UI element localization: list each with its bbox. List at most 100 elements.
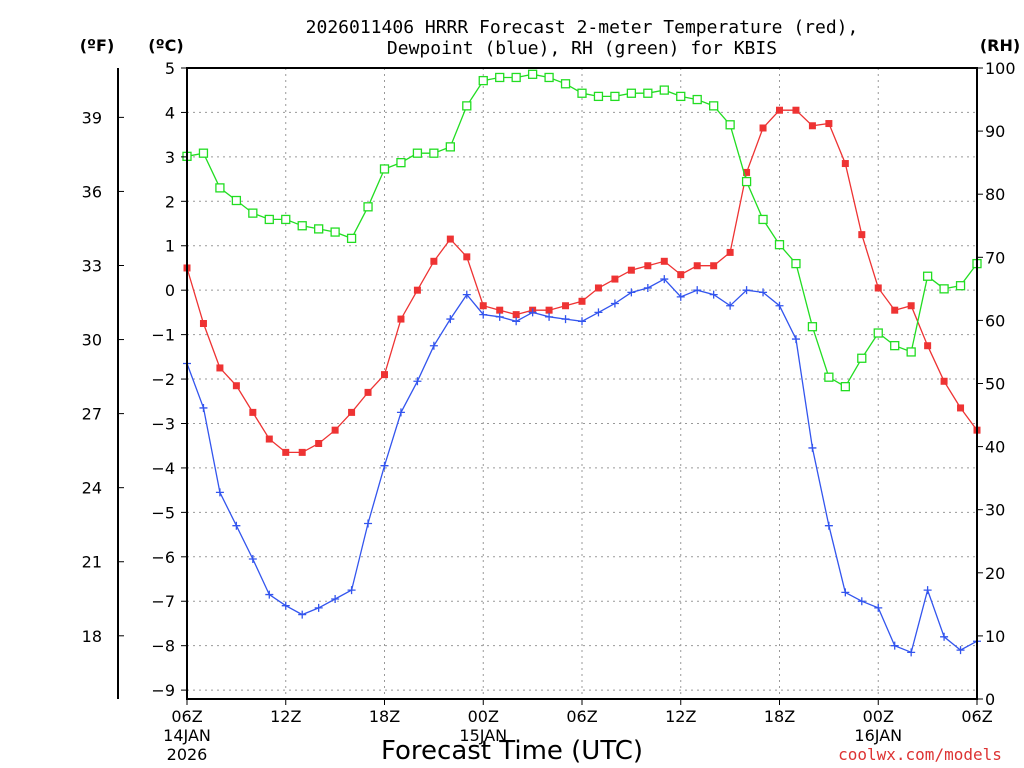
x-year-label: 2026 [167, 745, 208, 764]
rh-tick-label: 10 [985, 627, 1005, 646]
data-point [610, 299, 619, 308]
data-point [479, 310, 488, 319]
data-point [923, 586, 932, 595]
data-point [808, 122, 816, 130]
data-point [248, 208, 258, 218]
data-point [890, 641, 899, 650]
rh-tick-label: 60 [985, 311, 1005, 330]
celsius-tick-label: 3 [165, 148, 175, 167]
data-point [429, 341, 438, 350]
x-tick-label: 12Z [270, 707, 301, 726]
data-point [857, 597, 866, 606]
celsius-tick-label: 1 [165, 237, 175, 256]
watermark: coolwx.com/models [838, 745, 1002, 764]
series-2-meter-temperature [183, 106, 981, 456]
celsius-tick-label: 0 [165, 281, 175, 300]
rh-tick-label: 40 [985, 438, 1005, 457]
data-point [265, 435, 273, 443]
data-point [890, 340, 900, 351]
data-point [198, 148, 209, 158]
data-point [231, 195, 242, 206]
data-point [726, 301, 735, 310]
data-point [413, 377, 422, 386]
data-point [496, 306, 504, 314]
data-point [660, 275, 669, 284]
data-point [807, 322, 818, 332]
data-point [611, 275, 619, 283]
data-point [743, 168, 751, 176]
data-point [742, 286, 751, 295]
celsius-tick-label: −6 [151, 548, 175, 567]
data-point [265, 590, 274, 599]
data-point [215, 183, 225, 193]
data-point [858, 231, 866, 239]
data-point [512, 311, 520, 319]
data-point [347, 586, 356, 595]
data-point [659, 85, 669, 95]
data-point [692, 94, 702, 105]
data-point [215, 488, 224, 497]
data-point [248, 555, 257, 564]
data-point [562, 302, 570, 310]
data-point [446, 315, 455, 324]
data-point [676, 292, 685, 301]
data-point [446, 235, 454, 243]
celsius-tick-label: −5 [151, 503, 175, 522]
celsius-tick-label: 4 [165, 103, 175, 122]
data-point [364, 388, 372, 396]
rh-tick-label: 70 [985, 248, 1005, 267]
data-point [298, 448, 306, 456]
data-point [544, 72, 554, 83]
x-tick-label: 06Z [961, 707, 992, 726]
data-point [792, 106, 800, 114]
data-point [824, 521, 833, 530]
data-point [528, 308, 537, 317]
fahrenheit-tick-label: 30 [82, 331, 102, 350]
data-point [463, 253, 471, 261]
x-tick-label: 06Z [171, 707, 202, 726]
data-point [824, 372, 834, 382]
data-point [396, 157, 406, 168]
x-tick-label: 18Z [369, 707, 400, 726]
data-point [643, 88, 653, 98]
data-point [758, 214, 768, 225]
data-point [495, 312, 504, 321]
data-point [808, 443, 817, 452]
data-point [314, 224, 324, 234]
data-point [841, 588, 850, 597]
celsius-tick-label: 5 [165, 59, 175, 78]
x-date-label: 14JAN [163, 726, 211, 745]
data-point [791, 335, 800, 344]
plot-frame [186, 67, 978, 700]
fahrenheit-tick-label: 24 [82, 479, 102, 498]
data-point [939, 284, 949, 294]
data-point [907, 302, 915, 310]
data-point [593, 91, 604, 102]
chart-title-line2: Dewpoint (blue), RH (green) for KBIS [387, 38, 777, 59]
data-point [545, 306, 553, 314]
data-point [924, 342, 932, 350]
celsius-tick-label: −4 [151, 459, 175, 478]
data-point [429, 148, 439, 158]
data-point [413, 286, 421, 294]
data-point [232, 521, 241, 530]
x-tick-label: 18Z [764, 707, 795, 726]
data-point [232, 382, 240, 390]
data-point [594, 284, 602, 292]
data-point [873, 328, 883, 338]
data-point [249, 408, 257, 416]
data-point [315, 439, 323, 447]
data-point [495, 72, 505, 83]
data-point [527, 69, 538, 79]
data-point [412, 148, 423, 158]
data-point [710, 262, 718, 270]
data-point [379, 164, 390, 174]
x-tick-label: 06Z [566, 707, 597, 726]
data-point [874, 284, 882, 292]
data-point [693, 286, 702, 295]
celsius-tick-label: −2 [151, 370, 175, 389]
celsius-tick-label: −7 [151, 592, 175, 611]
data-point [626, 88, 637, 98]
data-point [644, 262, 652, 270]
